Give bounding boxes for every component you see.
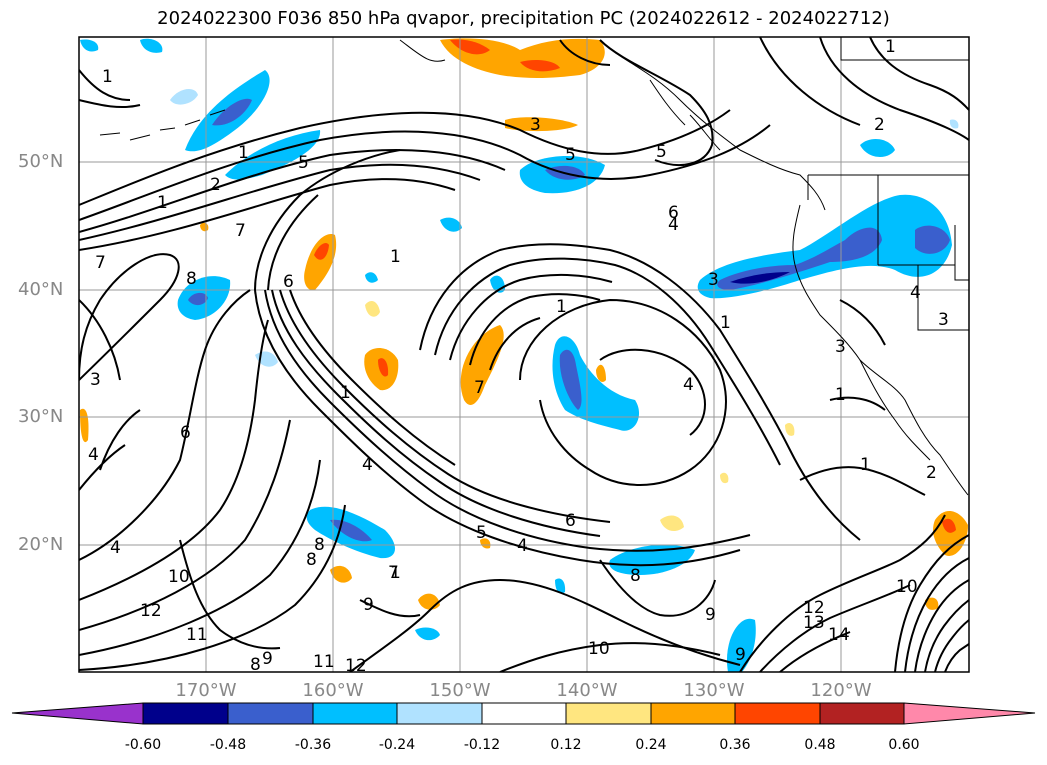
latitude-label: 40°N	[18, 279, 64, 300]
contour-label: 10	[896, 577, 918, 597]
contour-label: 9	[363, 595, 374, 615]
colorbar-bin	[819, 702, 905, 725]
contour-label: 3	[835, 337, 846, 357]
contour-label: 4	[683, 375, 694, 395]
colorbar-bin	[565, 702, 652, 725]
colorbar-tick-label: -0.24	[378, 737, 416, 753]
contour-label: 9	[735, 645, 746, 665]
contour-label: 4	[517, 536, 528, 556]
contour-label: 6	[668, 203, 679, 223]
colorbar-bin	[142, 702, 229, 725]
contour-label: 1	[720, 313, 731, 333]
contour-label: 8	[186, 269, 197, 289]
contour-label: 1	[556, 297, 567, 317]
contour-label: 11	[186, 625, 208, 645]
contour-label: 14	[828, 625, 850, 645]
positive-anomaly-shading	[80, 38, 968, 610]
contour-label: 2	[926, 463, 937, 483]
contour-label: 7	[235, 221, 246, 241]
map-frame	[78, 36, 970, 673]
contour-label: 1	[835, 385, 846, 405]
contour-label: 7	[474, 378, 485, 398]
colorbar-tick-label: 0.12	[550, 737, 582, 753]
contour-label: 7	[95, 253, 106, 273]
contour-label: 8	[250, 655, 261, 675]
contour-label: 8	[306, 550, 317, 570]
longitude-label: 160°W	[302, 680, 364, 701]
contour-label: 13	[803, 613, 825, 633]
latitude-label: 30°N	[18, 406, 64, 427]
contour-label: 4	[362, 455, 373, 475]
colorbar-tick-label: -0.36	[294, 737, 332, 753]
contour-label: 1	[390, 247, 401, 267]
contour-label: 4	[668, 215, 679, 235]
contour-label: 9	[705, 605, 716, 625]
colorbar-tick-label: 0.36	[719, 737, 751, 753]
longitude-label: 120°W	[810, 680, 872, 701]
contour-label: 12	[140, 601, 162, 621]
contour-label: 5	[476, 523, 487, 543]
contour-label: 1	[885, 37, 896, 57]
contour-label: 4	[910, 283, 921, 303]
contour-label: 9	[262, 649, 273, 669]
contour-label: 11	[313, 652, 335, 672]
longitude-label: 150°W	[429, 680, 491, 701]
contour-label: 3	[530, 115, 541, 135]
colorbar-tick-label: 0.60	[888, 737, 920, 753]
qvapor-contours	[79, 37, 969, 672]
contour-label: 1	[157, 193, 168, 213]
colorbar-tick-label: -0.12	[463, 737, 501, 753]
colorbar-tick-label: -0.60	[124, 737, 162, 753]
contour-labels: 1 1 1 1 1 1 1 1 1 1 1 2 2 2 3 3 3 3 3 4 …	[88, 37, 949, 676]
colorbar-bin	[396, 702, 483, 725]
contour-label: 1	[860, 455, 871, 475]
contour-label: 12	[345, 656, 367, 676]
map-area: 1 1 1 1 1 1 1 1 1 1 1 2 2 2 3 3 3 3 3 4 …	[79, 37, 969, 676]
contour-label: 6	[565, 511, 576, 531]
contour-label: 3	[938, 310, 949, 330]
contour-label: 1	[390, 563, 401, 583]
contour-label: 10	[588, 639, 610, 659]
contour-label: 8	[630, 566, 641, 586]
colorbar-extend-low	[11, 702, 144, 725]
page-title: 2024022300 F036 850 hPa qvapor, precipit…	[157, 8, 890, 29]
colorbar-bin	[650, 702, 736, 725]
contour-label: 12	[803, 598, 825, 618]
contour-label: 4	[88, 445, 99, 465]
graticule	[79, 37, 969, 672]
colorbar-extend-high	[903, 702, 1036, 725]
latitude-label: 20°N	[18, 534, 64, 555]
contour-label: 1	[238, 143, 249, 163]
colorbar-tick-label: 0.24	[635, 737, 667, 753]
colorbar-tick-label: -0.48	[209, 737, 247, 753]
colorbar-bin	[481, 702, 567, 725]
contour-label: 6	[180, 423, 191, 443]
contour-label: 1	[340, 383, 351, 403]
contour-label: 8	[314, 535, 325, 555]
latitude-label: 50°N	[18, 151, 64, 172]
contour-label: 2	[874, 115, 885, 135]
colorbar-tick-label: 0.48	[804, 737, 836, 753]
colorbar-bin	[227, 702, 314, 725]
longitude-label: 170°W	[175, 680, 237, 701]
contour-label: 10	[168, 567, 190, 587]
colorbar-bin	[734, 702, 821, 725]
longitude-label: 130°W	[683, 680, 745, 701]
contour-label: 3	[90, 370, 101, 390]
contour-label: 1	[102, 67, 113, 87]
contour-label: 5	[656, 142, 667, 162]
contour-label: 2	[210, 175, 221, 195]
contour-label: 5	[565, 145, 576, 165]
contour-label: 3	[708, 270, 719, 290]
contour-label: 4	[110, 538, 121, 558]
contour-label: 7	[388, 563, 399, 583]
colorbar	[11, 702, 1036, 725]
colorbar-bin	[312, 702, 398, 725]
contour-label: 6	[283, 272, 294, 292]
longitude-label: 140°W	[556, 680, 618, 701]
contour-label: 5	[298, 153, 309, 173]
